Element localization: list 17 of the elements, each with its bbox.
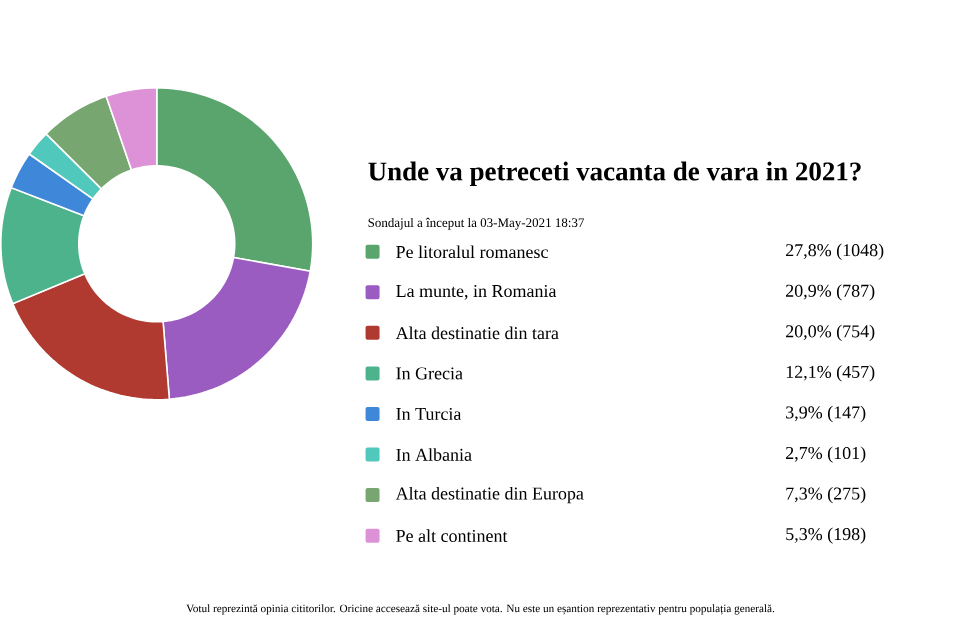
data-label: 7,3% (275) — [786, 487, 866, 504]
data-label: 12,1% (457) — [786, 365, 875, 382]
data-label: 27,8% (1048) — [786, 243, 884, 261]
data-label: 20,9% (787) — [786, 284, 875, 301]
legend-label: Alta destinatie din Europa — [395, 487, 584, 504]
legend-label: Pe litoralul romanesc — [396, 245, 548, 259]
legend-label: In Albania — [396, 448, 472, 462]
legend-label: In Turcia — [396, 408, 462, 421]
data-label: 3,9% (147) — [786, 406, 866, 423]
legend-label: La munte, in Romania — [396, 285, 557, 300]
legend-label: Alta destinatie din tara — [395, 326, 559, 340]
data-label: 5,3% (198) — [786, 527, 866, 545]
text: Unde va petreceti vacanta de vara in 2021? — [368, 161, 861, 187]
legend-label: In Grecia — [396, 367, 463, 380]
data-label: 20,0% (754) — [786, 325, 875, 342]
data-label: 2,7% (101) — [786, 446, 866, 464]
legend-label: Pe alt continent — [396, 529, 508, 543]
